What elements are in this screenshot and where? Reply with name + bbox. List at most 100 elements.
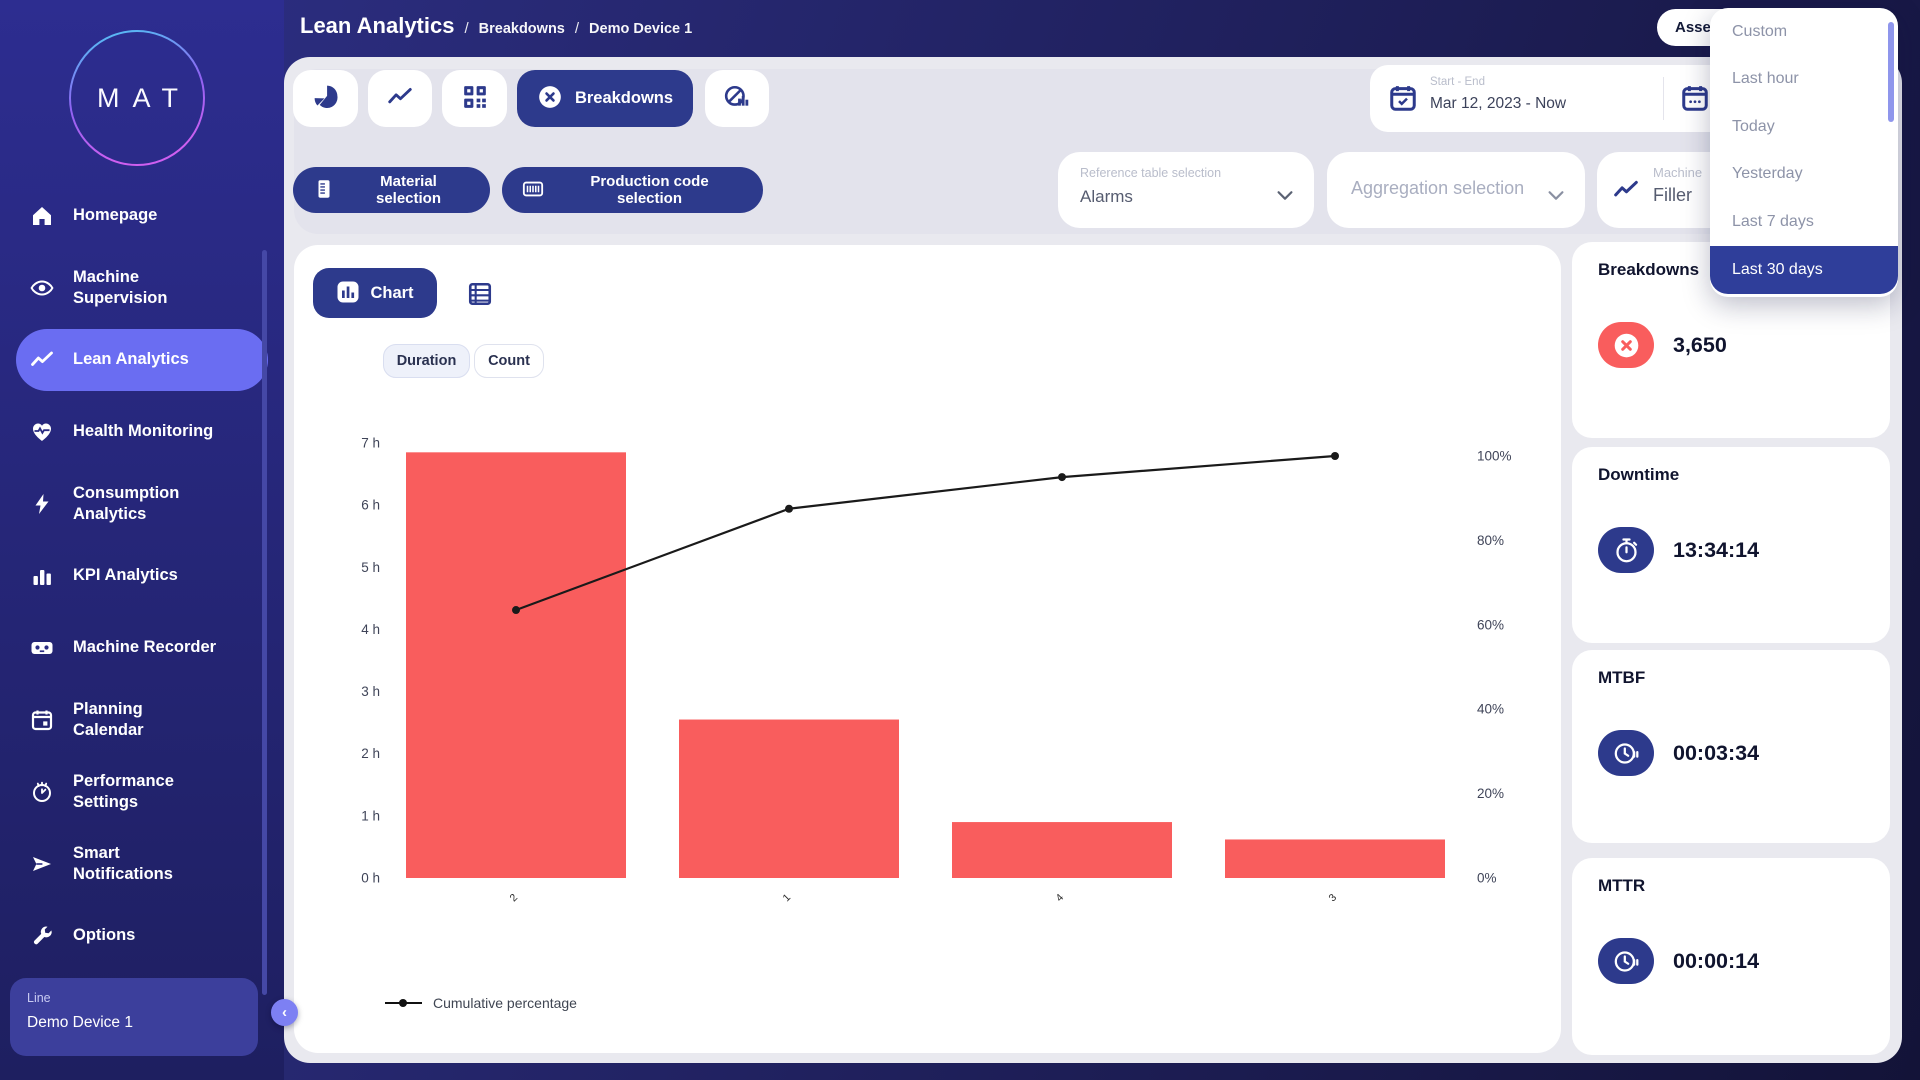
cumulative-line (515, 454, 1336, 612)
sidebar-item-label: Smart Notifications (73, 843, 173, 883)
recorder-icon (30, 636, 54, 660)
pie-chart-icon (313, 84, 339, 113)
x-tick: 1 (781, 891, 794, 904)
sidebar-item-health-monitoring[interactable]: Health Monitoring (16, 396, 268, 468)
material-icon (313, 178, 335, 203)
sidebar-item-options[interactable]: Options (16, 900, 268, 972)
table-view-button[interactable] (467, 281, 493, 307)
pie-view-button[interactable] (293, 70, 358, 127)
send-icon (30, 852, 54, 876)
y-right-tick: 0% (1477, 871, 1497, 886)
chevron-down-icon (1274, 184, 1296, 206)
sidebar-item-homepage[interactable]: Homepage (16, 180, 268, 252)
line-point[interactable] (512, 606, 520, 615)
line-view-button[interactable] (368, 70, 432, 127)
kpi-card-mtbf: MTBF 00:03:34 (1572, 650, 1890, 843)
menu-item-custom[interactable]: Custom (1732, 22, 1788, 40)
menu-item-today[interactable]: Today (1732, 117, 1775, 135)
sidebar-item-label: Lean Analytics (73, 350, 189, 369)
line-point[interactable] (1058, 473, 1066, 482)
breadcrumb: Lean Analytics / Breakdowns / Demo Devic… (300, 13, 692, 39)
trend-line-icon (1613, 177, 1639, 203)
sidebar-item-performance-settings[interactable]: Performance Settings (16, 756, 268, 828)
line-point[interactable] (1331, 452, 1339, 460)
y-left-tick: 1 h (361, 808, 380, 823)
sidebar-item-smart-notifications[interactable]: Smart Notifications (16, 828, 268, 900)
y-right-tick: 40% (1477, 702, 1504, 717)
sidebar-item-lean-analytics[interactable]: Lean Analytics (16, 329, 268, 391)
sidebar-item-label: Planning Calendar (73, 699, 144, 739)
y-left-tick: 5 h (361, 560, 380, 575)
time-range-menu: Custom Last hour Today Yesterday Last 7 days… (1710, 8, 1898, 297)
kpi-card-mttr: MTTR 00:00:14 (1572, 858, 1890, 1055)
logo-text: MAT (97, 83, 191, 113)
breadcrumb-separator: / (574, 20, 580, 37)
count-toggle[interactable]: Count (474, 344, 544, 378)
bar[interactable] (679, 719, 899, 878)
breadcrumb-separator: / (464, 20, 469, 37)
legend-label: Cumulative percentage (433, 995, 577, 1011)
y-left-tick: 4 h (361, 622, 380, 637)
chevron-down-icon (1545, 184, 1567, 206)
breadcrumb-device[interactable]: Demo Device 1 (589, 21, 693, 37)
material-selection-button[interactable]: Material selection (293, 167, 490, 213)
device-card[interactable]: Line Demo Device 1 (10, 978, 258, 1056)
scrollbar-thumb[interactable] (1888, 22, 1894, 122)
qr-view-button[interactable] (442, 70, 507, 127)
breakdowns-view-label: Breakdowns (574, 89, 674, 107)
sidebar-item-machine-supervision[interactable]: Machine Supervision (16, 252, 268, 324)
menu-item-last-hour[interactable]: Last hour (1732, 70, 1799, 88)
circle-x-icon (537, 84, 563, 113)
sidebar-item-kpi-analytics[interactable]: KPI Analytics (16, 540, 268, 612)
breadcrumb-section[interactable]: Breakdowns (478, 21, 565, 37)
menu-item-yesterday[interactable]: Yesterday (1732, 165, 1803, 183)
calendar-dots-icon[interactable] (1680, 83, 1710, 113)
production-code-selection-label: Production code selection (590, 173, 709, 207)
sidebar-item-consumption-analytics[interactable]: Consumption Analytics (16, 468, 268, 540)
production-code-selection-button[interactable]: Production code selection (502, 167, 763, 213)
mat-logo: MAT (69, 30, 205, 166)
menu-item-last-7-days[interactable]: Last 7 days (1732, 212, 1814, 230)
sidebar: MAT Homepage Machine Supervision Lean Analy… (0, 0, 284, 1080)
reference-table-select[interactable]: Reference table selection Alarms (1058, 152, 1314, 228)
material-selection-label: Material selection (375, 173, 442, 207)
reference-table-label: Reference table selection (1080, 166, 1222, 180)
barcode-icon (522, 178, 544, 203)
duration-toggle-label: Duration (396, 353, 457, 369)
bar[interactable] (952, 822, 1172, 878)
duration-toggle[interactable]: Duration (383, 344, 470, 378)
sidebar-item-machine-recorder[interactable]: Machine Recorder (16, 612, 268, 684)
kpi-value: 00:03:34 (1673, 740, 1760, 765)
bar[interactable] (406, 452, 626, 878)
sidebar-scrollbar[interactable] (262, 250, 267, 995)
machine-value: Filler (1653, 185, 1692, 205)
trend-icon (30, 348, 54, 372)
line-point[interactable] (785, 504, 793, 513)
heart-icon (30, 420, 54, 444)
kpi-card-downtime: Downtime 13:34:14 (1572, 447, 1890, 643)
kpi-title: Downtime (1598, 465, 1680, 484)
menu-item-last-30-days[interactable]: Last 30 days (1710, 245, 1898, 294)
aggregation-placeholder: Aggregation selection (1351, 178, 1525, 198)
breakdowns-view-button[interactable]: Breakdowns (517, 70, 693, 127)
y-left-tick: 7 h (361, 436, 380, 451)
sidebar-collapse-button[interactable]: ‹ (271, 999, 298, 1026)
y-right-tick: 20% (1477, 786, 1504, 801)
sidebar-item-label: Machine Supervision (73, 267, 168, 307)
x-tick: 3 (1327, 891, 1340, 904)
bar[interactable] (1225, 839, 1445, 878)
sidebar-item-planning-calendar[interactable]: Planning Calendar (16, 684, 268, 756)
device-card-value: Demo Device 1 (27, 1014, 133, 1031)
chart-tab-button[interactable]: Chart (313, 268, 437, 318)
stops-view-button[interactable] (705, 70, 769, 127)
kpi-value: 00:00:14 (1673, 948, 1760, 973)
y-left-tick: 3 h (361, 684, 380, 699)
chart-tab-label: Chart (370, 283, 414, 302)
machine-label: Machine (1653, 165, 1703, 180)
y-left-tick: 0 h (361, 871, 380, 886)
page-title: Lean Analytics (300, 13, 455, 38)
kpi-title: MTTR (1598, 876, 1646, 895)
qr-code-icon (462, 84, 488, 113)
kpi-title: Breakdowns (1598, 260, 1700, 279)
aggregation-select[interactable]: Aggregation selection (1327, 152, 1585, 228)
